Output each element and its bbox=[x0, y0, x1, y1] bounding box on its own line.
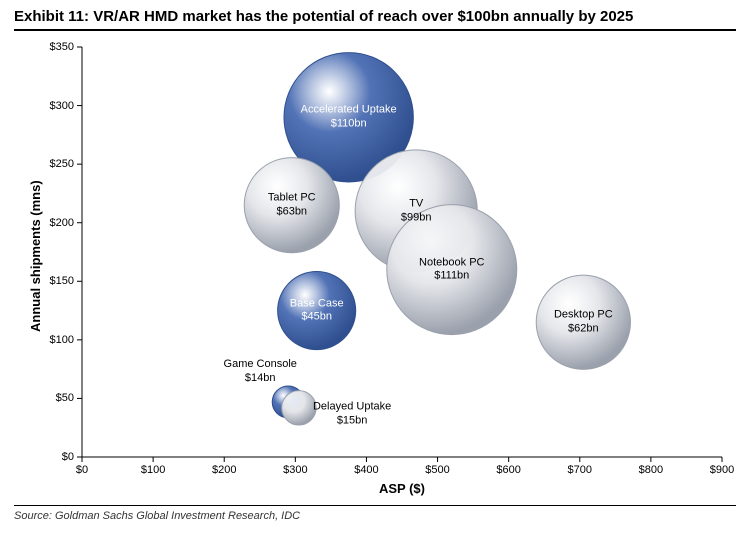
tick-label: $500 bbox=[425, 464, 449, 476]
tick-label: $250 bbox=[50, 158, 74, 170]
tick-label: $300 bbox=[283, 464, 307, 476]
tick-label: $900 bbox=[710, 464, 734, 476]
tick-label: $700 bbox=[568, 464, 592, 476]
tick-label: $800 bbox=[639, 464, 663, 476]
x-axis-title: ASP ($) bbox=[379, 481, 425, 496]
exhibit-title: Exhibit 11: VR/AR HMD market has the pot… bbox=[14, 8, 736, 31]
tick-label: $100 bbox=[141, 464, 165, 476]
tick-label: $0 bbox=[76, 464, 88, 476]
tick-label: $600 bbox=[496, 464, 520, 476]
tick-label: $200 bbox=[212, 464, 236, 476]
chart-svg bbox=[14, 37, 736, 499]
tick-label: $400 bbox=[354, 464, 378, 476]
tick-label: $300 bbox=[50, 100, 74, 112]
y-axis-title: Annual shipments (mns) bbox=[28, 180, 43, 332]
tick-label: $50 bbox=[56, 392, 74, 404]
tick-label: $150 bbox=[50, 275, 74, 287]
tick-label: $0 bbox=[62, 451, 74, 463]
tick-label: $100 bbox=[50, 334, 74, 346]
tick-label: $200 bbox=[50, 217, 74, 229]
bubble-chart: Annual shipments (mns) ASP ($) $0 $50 $100… bbox=[14, 37, 736, 499]
source-line: Source: Goldman Sachs Global Investment … bbox=[14, 510, 736, 522]
tick-label: $350 bbox=[50, 41, 74, 53]
